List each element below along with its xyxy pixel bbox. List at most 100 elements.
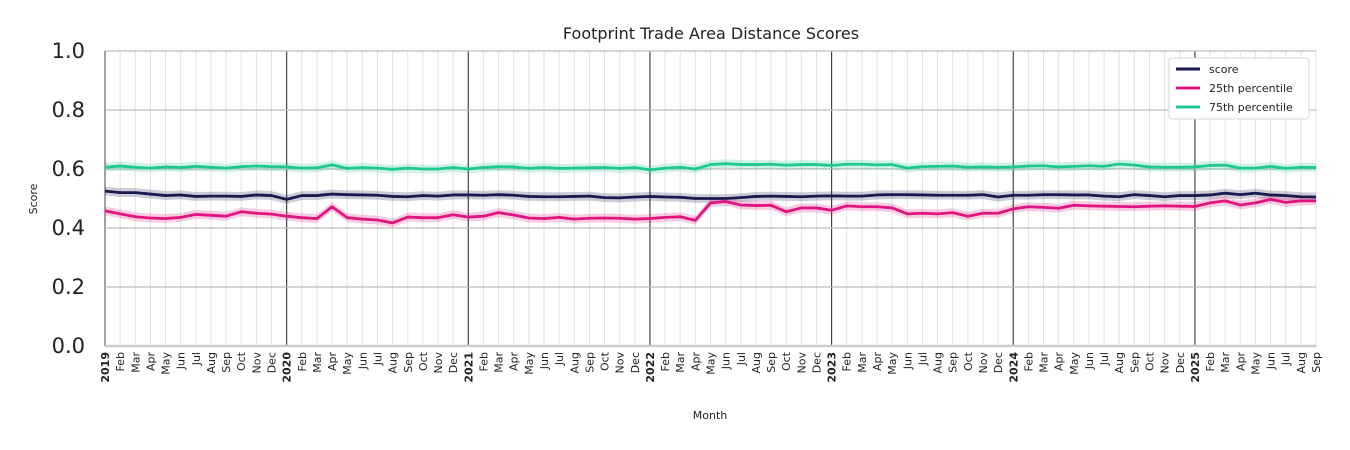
x-tick-label: Sep <box>1128 352 1141 373</box>
x-axis-label: Month <box>693 409 728 422</box>
x-tick-label: Nov <box>977 352 990 374</box>
legend-label: 75th percentile <box>1209 101 1293 114</box>
band-75th-percentile <box>105 159 1316 175</box>
x-tick-label: Sep <box>1310 352 1323 373</box>
x-tick-label: 2023 <box>826 352 839 383</box>
x-tick-label: Oct <box>1143 351 1156 371</box>
x-tick-label: Dec <box>810 352 823 373</box>
x-tick-label: Jun <box>538 352 551 370</box>
x-tick-label: Sep <box>947 352 960 373</box>
x-tick-label: May <box>341 352 354 375</box>
x-tick-label: Aug <box>387 352 400 373</box>
x-tick-label: Dec <box>629 352 642 373</box>
x-tick-label: Jul <box>1098 352 1111 366</box>
x-tick-label: Dec <box>447 352 460 373</box>
y-tick-label: 0.8 <box>52 98 85 122</box>
y-tick-label: 0.6 <box>52 157 85 181</box>
x-tick-label: Jul <box>1280 352 1293 366</box>
x-tick-label: Mar <box>674 352 687 373</box>
y-tick-label: 1.0 <box>52 39 85 63</box>
x-tick-label: Feb <box>477 352 490 371</box>
band-score <box>105 186 1316 204</box>
x-tick-labels: 2019 Feb Mar Apr May Jun Jul Aug Sep Oct Nov Dec 202… <box>99 351 1323 382</box>
x-tick-label: Jul <box>371 352 384 366</box>
x-tick-label: Dec <box>992 352 1005 373</box>
x-tick-label: Apr <box>1234 352 1247 372</box>
x-tick-label: Jun <box>1265 352 1278 370</box>
x-tick-label: Jul <box>916 352 929 366</box>
x-tick-label: Mar <box>311 352 324 373</box>
x-tick-label: Jun <box>175 352 188 370</box>
x-tick-label: Nov <box>250 352 263 374</box>
x-tick-label: Nov <box>432 352 445 374</box>
y-tick-label: 0.0 <box>52 334 85 358</box>
x-tick-label: 2021 <box>462 352 475 383</box>
x-tick-label: 2019 <box>99 352 112 383</box>
x-tick-label: Feb <box>1022 352 1035 371</box>
x-tick-label: Oct <box>780 351 793 371</box>
x-tick-label: Sep <box>402 352 415 373</box>
x-tick-label: Mar <box>856 352 869 373</box>
x-tick-label: Apr <box>326 352 339 372</box>
x-tick-label: Oct <box>417 351 430 371</box>
x-tick-label: Jul <box>190 352 203 366</box>
x-tick-label: Sep <box>220 352 233 373</box>
x-tick-label: Aug <box>1295 352 1308 373</box>
x-tick-label: Apr <box>144 352 157 372</box>
x-tick-label: 2020 <box>281 352 294 383</box>
x-tick-label: May <box>1068 352 1081 375</box>
x-tick-label: Aug <box>932 352 945 373</box>
band-25th-percentile <box>105 194 1316 228</box>
x-tick-label: Sep <box>765 352 778 373</box>
y-tick-label: 0.4 <box>52 216 85 240</box>
x-tick-label: Feb <box>841 352 854 371</box>
legend: score 25th percentile 75th percentile <box>1168 57 1310 120</box>
x-tick-label: May <box>523 352 536 375</box>
legend-label: score <box>1209 63 1239 76</box>
x-tick-label: Mar <box>129 352 142 373</box>
x-tick-label: Oct <box>235 351 248 371</box>
x-tick-label: Jun <box>720 352 733 370</box>
x-tick-label: Jun <box>356 352 369 370</box>
x-tick-label: Mar <box>1038 352 1051 373</box>
x-tick-label: Jul <box>553 352 566 366</box>
legend-label: 25th percentile <box>1209 82 1293 95</box>
x-tick-label: Oct <box>962 351 975 371</box>
chart-title: Footprint Trade Area Distance Scores <box>563 24 859 43</box>
y-tick-label: 0.2 <box>52 275 85 299</box>
x-tick-label: Feb <box>296 352 309 371</box>
x-tick-label: Dec <box>1174 352 1187 373</box>
x-tick-label: Feb <box>114 352 127 371</box>
x-tick-label: Aug <box>1113 352 1126 373</box>
x-tick-label: Apr <box>689 352 702 372</box>
x-tick-label: Oct <box>599 351 612 371</box>
x-tick-label: Apr <box>1053 352 1066 372</box>
x-tick-label: Jun <box>901 352 914 370</box>
x-tick-label: May <box>1249 352 1262 375</box>
x-tick-label: Feb <box>659 352 672 371</box>
x-tick-label: Apr <box>871 352 884 372</box>
x-tick-label: Aug <box>568 352 581 373</box>
x-tick-label: Aug <box>205 352 218 373</box>
line-25th-percentile <box>104 197 1316 225</box>
x-tick-label: Feb <box>1204 352 1217 371</box>
x-tick-label: Apr <box>508 352 521 372</box>
y-axis-label: Score <box>27 183 40 214</box>
x-tick-label: Mar <box>1219 352 1232 373</box>
line-75th-percentile <box>104 162 1317 172</box>
x-tick-label: Mar <box>493 352 506 373</box>
x-tick-label: Sep <box>583 352 596 373</box>
x-tick-label: 2022 <box>644 352 657 383</box>
x-tick-label: Jul <box>735 352 748 366</box>
x-tick-label: 2024 <box>1007 352 1020 383</box>
confidence-bands <box>105 159 1316 228</box>
x-tick-label: May <box>886 352 899 375</box>
x-tick-label: Nov <box>614 352 627 374</box>
x-tick-label: May <box>705 352 718 375</box>
x-tick-label: Dec <box>266 352 279 373</box>
x-tick-label: 2025 <box>1189 352 1202 383</box>
y-tick-labels: 0.0 0.2 0.4 0.6 0.8 1.0 <box>52 39 85 358</box>
legend-box <box>1168 57 1310 120</box>
line-score <box>104 189 1317 201</box>
